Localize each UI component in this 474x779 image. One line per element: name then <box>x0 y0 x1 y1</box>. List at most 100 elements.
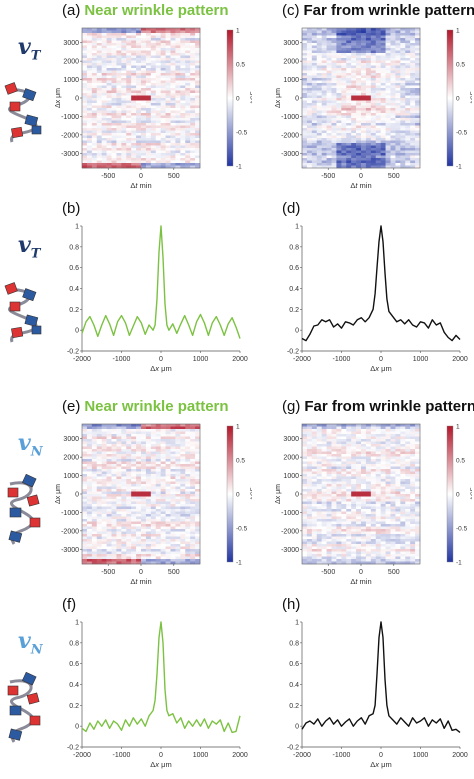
y-tick-label: 2000 <box>283 455 299 462</box>
panel-d-letter: (d) <box>282 200 300 217</box>
heatmap-cells <box>302 28 420 168</box>
protein-illustration-4 <box>2 672 50 746</box>
y-tick-label: -3000 <box>61 151 79 158</box>
y-tick-label: 0.6 <box>69 265 79 272</box>
acf-series-line <box>302 622 460 732</box>
x-tick-label: 2000 <box>452 356 468 363</box>
x-tick-label: 0 <box>159 356 163 363</box>
symbol-vt-second: vT <box>18 232 40 261</box>
y-axis-label: Δx μm <box>275 88 282 108</box>
panel-f-letter: (f) <box>62 596 76 613</box>
symbol-vn-fourth-main: v <box>18 628 31 654</box>
y-tick-label: 2000 <box>63 59 79 66</box>
y-tick-label: 0.6 <box>289 661 299 668</box>
x-axis-label: Δx μm <box>150 364 171 373</box>
x-tick-label: 0 <box>379 356 383 363</box>
colorbar-label: ACF <box>250 487 252 500</box>
x-tick-label: 500 <box>168 569 180 576</box>
x-tick-label: 2000 <box>232 356 248 363</box>
y-tick-label: 1 <box>295 620 299 627</box>
x-tick-label: 1000 <box>193 752 209 759</box>
y-tick-label: 0.8 <box>289 640 299 647</box>
y-tick-label: 0.2 <box>69 307 79 314</box>
colorbar <box>447 426 453 562</box>
x-tick-label: 0 <box>139 173 143 180</box>
colorbar-tick-label: -0.5 <box>456 526 468 533</box>
y-tick-label: -3000 <box>281 547 299 554</box>
x-tick-label: 0 <box>359 173 363 180</box>
protein-illustration-3 <box>2 474 50 548</box>
x-tick-label: -2000 <box>73 752 91 759</box>
y-tick-label: 0 <box>295 492 299 499</box>
x-tick-label: 2000 <box>452 752 468 759</box>
y-tick-label: 1 <box>75 620 79 627</box>
x-axis-label: Δt min <box>350 181 371 190</box>
panel-b-letter: (b) <box>62 200 80 217</box>
panel-f-label: (f) <box>62 596 76 613</box>
heatmap-cells <box>302 424 420 564</box>
colorbar <box>447 30 453 166</box>
y-tick-label: 0.4 <box>69 682 79 689</box>
symbol-vn-third-main: v <box>18 430 31 456</box>
x-axis-label: Δx μm <box>150 760 171 769</box>
y-tick-label: -3000 <box>281 151 299 158</box>
y-tick-label: 1000 <box>283 77 299 84</box>
colorbar-label: ACF <box>470 487 472 500</box>
symbol-vt-second-sub: T <box>31 246 41 261</box>
panel-e-letter: (e) <box>62 398 80 415</box>
symbol-vt-second-main: v <box>18 232 31 258</box>
heatmap-cells <box>82 424 200 564</box>
panel-g-title: Far from wrinkle pattern <box>304 398 474 415</box>
y-axis-label: Δx μm <box>55 484 62 504</box>
y-tick-label: 1000 <box>283 473 299 480</box>
panel-d-label: (d) <box>282 200 300 217</box>
y-tick-label: 0.8 <box>289 244 299 251</box>
symbol-vn-fourth: vN <box>18 628 43 657</box>
panel-c-label: (c)Far from wrinkle pattern <box>282 2 474 19</box>
symbol-vn-fourth-sub: N <box>31 642 43 657</box>
y-tick-label: -1000 <box>61 510 79 517</box>
y-tick-label: 0.2 <box>69 703 79 710</box>
colorbar-tick-label: 1 <box>456 28 460 35</box>
x-tick-label: 0 <box>139 569 143 576</box>
y-tick-label: 0 <box>75 328 79 335</box>
y-tick-label: 0.8 <box>69 640 79 647</box>
panel-c-title: Far from wrinkle pattern <box>304 2 474 19</box>
colorbar-label: ACF <box>250 91 252 104</box>
panel-a-letter: (a) <box>62 2 80 19</box>
x-tick-label: 0 <box>379 752 383 759</box>
panel-g-label: (g)Far from wrinkle pattern <box>282 398 474 415</box>
colorbar-tick-label: -1 <box>456 560 462 567</box>
y-tick-label: -1000 <box>61 114 79 121</box>
heatmap-cells <box>82 28 200 168</box>
x-tick-label: 0 <box>359 569 363 576</box>
panel-b-label: (b) <box>62 200 80 217</box>
colorbar <box>227 426 233 562</box>
panel-e-title: Near wrinkle pattern <box>84 398 228 415</box>
symbol-vt-top-main: v <box>18 34 31 60</box>
y-tick-label: 1 <box>75 224 79 231</box>
y-tick-label: 0 <box>75 492 79 499</box>
x-tick-label: 500 <box>388 569 400 576</box>
y-tick-label: -0.2 <box>287 349 299 356</box>
y-tick-label: 3000 <box>283 40 299 47</box>
x-tick-label: -500 <box>321 173 335 180</box>
y-tick-label: -2000 <box>61 132 79 139</box>
axes-frame <box>302 226 460 351</box>
colorbar-tick-label: 0 <box>236 96 240 103</box>
y-tick-label: -1000 <box>281 114 299 121</box>
x-tick-label: 1000 <box>413 752 429 759</box>
y-tick-label: 2000 <box>283 59 299 66</box>
x-tick-label: 1000 <box>413 356 429 363</box>
y-tick-label: -2000 <box>61 528 79 535</box>
x-tick-label: -2000 <box>293 356 311 363</box>
x-tick-label: 2000 <box>232 752 248 759</box>
y-tick-label: 0 <box>295 96 299 103</box>
x-axis-label: Δt min <box>350 577 371 586</box>
y-tick-label: 1 <box>295 224 299 231</box>
y-tick-label: 0.2 <box>289 703 299 710</box>
